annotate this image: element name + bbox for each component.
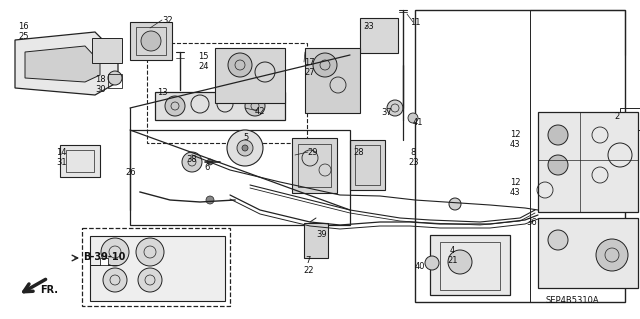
Circle shape [548,125,568,145]
Text: 14
31: 14 31 [56,148,67,167]
Bar [430,235,510,295]
Text: 5: 5 [243,133,248,142]
Text: 18
30: 18 30 [95,75,106,94]
Text: SEP4B5310A: SEP4B5310A [546,296,600,305]
Circle shape [596,239,628,271]
Circle shape [138,268,162,292]
Circle shape [165,96,185,116]
Bar [215,48,285,103]
Text: 4
21: 4 21 [447,246,458,265]
Bar [130,130,350,225]
Bar [130,22,172,60]
Bar [360,18,398,53]
Text: 12
43: 12 43 [510,178,520,197]
Circle shape [206,196,214,204]
Circle shape [408,113,418,123]
Polygon shape [15,32,118,95]
Text: 40: 40 [415,262,426,271]
Text: 26: 26 [125,168,136,177]
Circle shape [448,250,472,274]
Circle shape [108,71,122,85]
Bar [298,144,331,187]
Text: 6: 6 [204,163,209,172]
Text: 16
25: 16 25 [18,22,29,41]
Bar [538,112,638,212]
Text: 15
24: 15 24 [198,52,209,71]
Circle shape [548,230,568,250]
Bar [147,43,307,143]
Text: 41: 41 [413,118,424,127]
Bar [538,218,638,288]
Bar [82,228,230,306]
Text: 13: 13 [157,88,168,97]
Polygon shape [25,46,100,82]
Text: 32: 32 [162,16,173,25]
Circle shape [136,238,164,266]
Text: 42: 42 [255,107,266,116]
Circle shape [207,159,213,165]
Text: 38: 38 [186,155,196,164]
Text: 8
23: 8 23 [408,148,419,167]
Circle shape [449,198,461,210]
Circle shape [237,140,253,156]
Circle shape [242,145,248,151]
Bar [66,150,94,172]
Circle shape [141,31,161,51]
Text: 36: 36 [526,218,537,227]
Bar [355,145,380,185]
Circle shape [387,100,403,116]
Text: 29: 29 [307,148,317,157]
Circle shape [182,152,202,172]
Circle shape [101,238,129,266]
Circle shape [227,130,263,166]
Circle shape [548,155,568,175]
Bar [60,145,100,177]
Text: 33: 33 [363,22,374,31]
Bar [415,10,625,302]
Bar [92,38,122,63]
Text: FR.: FR. [40,285,58,295]
Text: 2: 2 [614,112,620,121]
Text: 11: 11 [410,18,420,27]
Bar [292,138,337,193]
Bar [305,48,360,113]
Bar [90,236,225,301]
Text: 12
43: 12 43 [510,130,520,149]
Text: 39: 39 [316,230,326,239]
Circle shape [228,53,252,77]
Circle shape [425,256,439,270]
Text: 37: 37 [381,108,392,117]
Bar [155,92,285,120]
Text: 17
27: 17 27 [304,58,315,78]
Bar [136,27,166,55]
Circle shape [245,96,265,116]
Text: 28: 28 [353,148,364,157]
Bar [440,242,500,290]
Bar [108,74,122,88]
Text: B-39-10: B-39-10 [83,252,125,262]
Bar [304,223,328,258]
Circle shape [313,53,337,77]
Circle shape [103,268,127,292]
Polygon shape [90,258,118,265]
Text: 7
22: 7 22 [303,256,314,275]
Bar [350,140,385,190]
